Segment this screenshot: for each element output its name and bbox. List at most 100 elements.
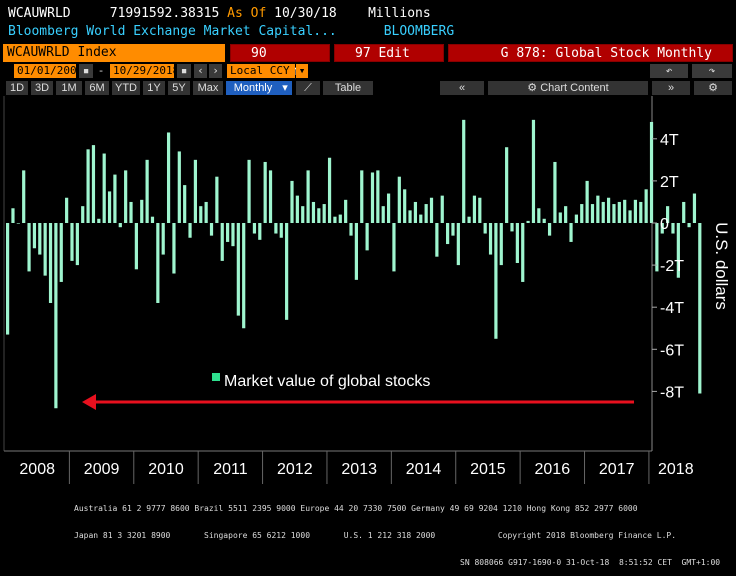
y-tick-label: -4T	[660, 300, 684, 317]
chevron-left-icon[interactable]: ‹	[194, 64, 207, 78]
x-tick-label: 2011	[213, 461, 248, 478]
chevron-right-icon[interactable]: ›	[209, 64, 222, 78]
bar	[671, 223, 675, 234]
line-chart-icon[interactable]: ⟋	[296, 81, 320, 95]
bar-series	[6, 119, 702, 409]
bar	[263, 161, 267, 223]
x-tick-label: 2014	[406, 461, 442, 478]
bar	[242, 223, 246, 329]
start-date-field[interactable]: 01/01/2008	[14, 64, 83, 78]
expand-right-icon[interactable]: »	[652, 81, 690, 95]
period-6m[interactable]: 6M	[85, 81, 109, 95]
bar	[617, 201, 621, 223]
bar	[628, 210, 632, 223]
bar	[655, 223, 659, 272]
bar	[467, 216, 471, 223]
bar	[612, 204, 616, 223]
bar	[166, 132, 171, 223]
bar	[521, 223, 525, 282]
edit-button[interactable]: 97 Edit	[334, 44, 444, 62]
bar	[113, 174, 117, 223]
y-tick-label: 0	[660, 216, 669, 233]
bar	[161, 223, 165, 255]
period-1y[interactable]: 1Y	[143, 81, 165, 95]
period-5y[interactable]: 5Y	[168, 81, 190, 95]
footer-contacts-1: Australia 61 2 9777 8600 Brazil 5511 239…	[74, 504, 638, 513]
bar	[231, 223, 235, 247]
period-1d[interactable]: 1D	[6, 81, 28, 95]
index-field[interactable]: WCAUWRLD Index	[3, 44, 225, 62]
bar	[564, 206, 568, 223]
bar	[322, 204, 326, 223]
bar	[623, 199, 627, 223]
dash-separator: -	[96, 64, 106, 78]
y-tick-labels: 4T 2T 0 -2T -4T -6T -8T	[652, 132, 684, 401]
bar	[295, 195, 299, 223]
y-tick-label: 4T	[660, 132, 679, 149]
bar	[338, 214, 342, 223]
bar	[107, 191, 112, 223]
bar	[499, 223, 503, 266]
settings-icon[interactable]: ⚙	[694, 81, 732, 95]
bar	[424, 204, 428, 223]
bar	[365, 223, 369, 251]
x-tick-label: 2017	[599, 461, 635, 478]
bar	[381, 206, 385, 223]
calendar-icon[interactable]: ▪	[79, 64, 93, 78]
bar	[38, 223, 42, 255]
bar	[86, 149, 90, 223]
bar	[456, 223, 460, 266]
collapse-left-icon[interactable]: «	[440, 81, 484, 95]
bar	[537, 208, 541, 223]
actions-button[interactable]: 90 Actions	[230, 44, 330, 79]
bar	[601, 201, 605, 223]
bar	[488, 223, 493, 255]
bar	[145, 159, 149, 223]
bar	[676, 223, 680, 278]
calendar-icon[interactable]: ▪	[177, 64, 191, 78]
bar	[43, 223, 47, 276]
bar	[558, 212, 562, 223]
bar	[580, 204, 584, 223]
redo-icon[interactable]: ↷	[692, 64, 732, 78]
period-3d[interactable]: 3D	[31, 81, 53, 95]
security-name: Bloomberg World Exchange Market Capital.…	[8, 24, 337, 39]
table-button[interactable]: Table	[323, 81, 373, 95]
bar	[606, 197, 611, 223]
bar	[408, 210, 412, 223]
chevron-down-icon[interactable]: ▾	[278, 81, 292, 95]
as-of-date: 10/30/18	[274, 6, 337, 21]
period-ytd[interactable]: YTD	[112, 81, 140, 95]
x-tick-label: 2008	[19, 461, 55, 478]
bar	[199, 206, 203, 223]
bar	[290, 180, 294, 223]
bar	[376, 170, 380, 224]
bar	[204, 201, 208, 223]
chevron-down-icon[interactable]: ▾	[296, 64, 308, 78]
bar	[462, 119, 466, 223]
period-max[interactable]: Max	[193, 81, 223, 95]
frequency-select[interactable]: Monthly	[226, 81, 292, 95]
bar	[633, 199, 638, 223]
bar	[59, 223, 63, 282]
bar	[91, 145, 96, 223]
bar	[285, 223, 289, 320]
currency-select[interactable]: Local CCY	[227, 64, 295, 78]
footer: Australia 61 2 9777 8600 Brazil 5511 239…	[0, 486, 736, 576]
bar	[258, 223, 262, 240]
bar	[692, 193, 697, 223]
bar	[118, 223, 122, 228]
x-tick-labels: 2008 2009 2010 2011 2012 2013 2014 2015 2016 2017…	[19, 461, 693, 478]
bar	[279, 223, 283, 238]
period-1m[interactable]: 1M	[56, 81, 82, 95]
bar	[515, 223, 519, 263]
bar	[505, 147, 509, 223]
bar	[97, 218, 101, 223]
units-label: Millions	[368, 6, 431, 21]
footer-session: SN 808066 G917-1690-0 31-Oct-18 8:51:52 …	[460, 558, 721, 567]
end-date-field[interactable]: 10/29/2018	[110, 64, 179, 78]
chart-content-button[interactable]: ⚙ Chart Content	[488, 81, 648, 95]
bar	[542, 218, 546, 223]
bar	[32, 223, 37, 249]
undo-icon[interactable]: ↶	[650, 64, 688, 78]
